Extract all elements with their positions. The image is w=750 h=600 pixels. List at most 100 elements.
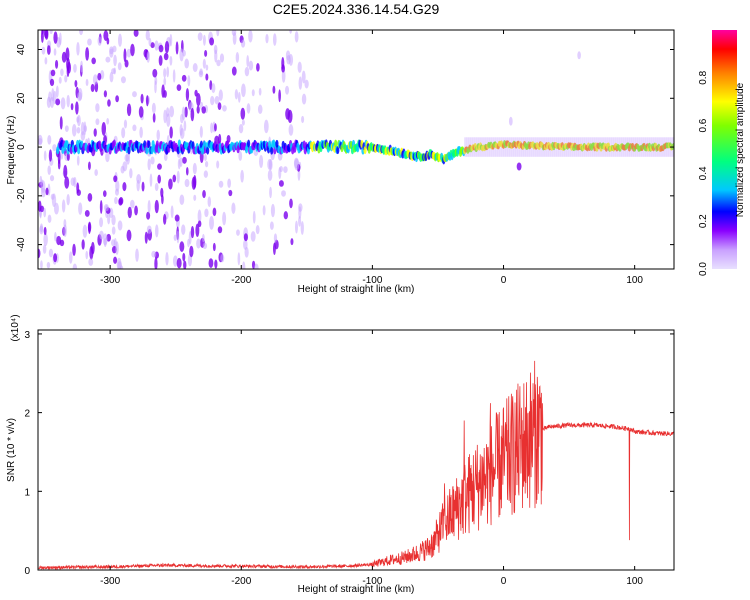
colorbar-tick-label: 0.8	[698, 70, 709, 84]
spectrogram-noise-dot	[152, 113, 156, 123]
spectrogram-noise-dot	[267, 169, 273, 181]
spectrogram-noise-dot	[163, 213, 167, 225]
spectrogram-noise-dot	[214, 123, 217, 132]
spectrogram-noise-dot	[176, 170, 180, 184]
spectrogram-ridge-dot	[334, 139, 338, 148]
spectrogram-noise-dot	[76, 41, 80, 56]
spectrogram-band-halo	[582, 137, 585, 157]
spectrogram-noise-dot	[185, 166, 189, 176]
spectrogram-noise-dot	[163, 109, 167, 124]
spectrogram-noise-dot	[259, 154, 264, 169]
spectrogram-noise-dot	[248, 60, 254, 71]
colorbar-tick-label: 0.4	[698, 166, 709, 180]
spectrogram-noise-dot	[272, 85, 276, 94]
spectrogram-band-halo	[617, 137, 620, 157]
spectrogram-noise-dot	[185, 88, 190, 102]
spectrogram-noise-dot	[88, 258, 94, 266]
spectrogram-noise-dot	[82, 224, 88, 238]
spectrogram-noise-dot	[163, 90, 167, 98]
spectrogram-noise-dot	[105, 151, 110, 163]
spectrogram-noise-dot	[113, 54, 117, 67]
spectrogram-ridge-dot	[336, 146, 340, 155]
spectrogram-noise-dot	[298, 206, 302, 219]
spectrogram-noise-dot	[204, 160, 209, 168]
spectrogram-noise-dot	[176, 84, 182, 92]
spectrogram-noise-dot	[66, 194, 70, 206]
spectrogram-band-halo	[501, 137, 504, 157]
spectrogram-noise-dot	[298, 76, 303, 90]
spectrogram-band-halo	[586, 137, 589, 157]
spectrogram-noise-dot	[197, 209, 202, 224]
spectrogram-noise-dot	[148, 37, 152, 47]
spectrogram-noise-dot	[281, 190, 286, 197]
spectrogram-noise-dot	[150, 156, 155, 165]
spectrogram-band-halo	[603, 137, 607, 157]
spectrogram-noise-dot	[91, 57, 96, 65]
spectrogram-y-tick-label: -20	[16, 188, 27, 203]
spectrogram-noise-dot	[44, 30, 49, 40]
spectrogram-noise-dot	[189, 245, 194, 258]
spectrogram-noise-dot	[113, 256, 118, 264]
spectrogram-noise-dot	[130, 43, 135, 57]
spectrogram-noise-dot	[66, 94, 70, 108]
spectrogram-band-halo	[653, 137, 656, 157]
snr-y-tick-label: 3	[24, 330, 30, 341]
spectrogram-noise-dot	[59, 239, 65, 247]
spectrogram-noise-dot	[113, 67, 117, 75]
spectrogram-ridge-dot	[112, 139, 116, 148]
spectrogram-noise-dot	[242, 261, 246, 269]
spectrogram-x-tick-label: 0	[501, 275, 507, 286]
spectrogram-ridge-dot	[363, 146, 367, 155]
spectrogram-band-halo	[560, 137, 563, 157]
spectrogram-noise-dot	[90, 83, 95, 93]
spectrogram-noise-dot	[175, 41, 179, 55]
spectrogram-noise-dot	[240, 107, 246, 120]
spectrogram-noise-dot	[217, 226, 223, 234]
spectrogram-noise-dot	[146, 53, 150, 63]
spectrogram-noise-dot	[204, 208, 209, 218]
spectrogram-noise-dot	[48, 91, 52, 103]
spectrogram-noise-dot	[73, 176, 77, 188]
spectrogram-noise-dot	[300, 221, 304, 235]
spectrogram-ridge-dot	[127, 146, 131, 155]
spectrogram-y-tick-label: -40	[16, 237, 27, 252]
spectrogram-band-halo	[666, 137, 669, 157]
spectrogram-noise-dot	[147, 200, 151, 214]
snr-x-tick-label: -100	[362, 576, 382, 587]
spectrogram-noise-dot	[257, 104, 263, 115]
spectrogram-noise-dot	[184, 178, 190, 188]
spectrogram-noise-dot	[238, 151, 243, 161]
spectrogram-band-halo	[505, 137, 508, 157]
spectrogram-band-halo	[631, 137, 634, 157]
spectrogram-band-halo	[584, 137, 587, 157]
spectrogram-noise-dot	[154, 257, 158, 269]
spectrogram-noise-dot	[63, 224, 67, 237]
spectrogram-ridge-dot	[270, 146, 274, 155]
spectrogram-band-halo	[544, 137, 548, 157]
spectrogram-noise-dot	[290, 238, 294, 246]
spectrogram-noise-dot	[48, 248, 54, 258]
spectrogram-band-halo	[491, 137, 494, 157]
spectrogram-noise-dot	[77, 91, 83, 102]
spectrogram-noise-dot	[53, 253, 58, 263]
spectrogram-band-halo	[595, 137, 599, 157]
spectrogram-noise-dot	[283, 211, 289, 220]
spectrogram-noise-dot	[145, 30, 150, 41]
spectrogram-band-halo	[525, 137, 528, 157]
spectrogram-band-halo	[542, 137, 546, 157]
spectrogram-noise-dot	[93, 128, 97, 137]
spectrogram-noise-dot	[301, 93, 307, 105]
spectrogram-noise-dot	[139, 126, 143, 139]
spectrogram-noise-dot	[57, 150, 61, 164]
spectrogram-noise-dot	[209, 37, 215, 46]
spectrogram-band-halo	[546, 137, 549, 157]
spectrogram-band-halo	[470, 137, 473, 157]
spectrogram-band-halo	[464, 137, 467, 157]
spectrogram-noise-dot	[134, 205, 138, 216]
spectrogram-noise-dot	[58, 76, 62, 84]
spectrogram-band-halo	[623, 137, 626, 157]
colorbar-tick-label: 0.0	[698, 262, 709, 276]
spectrogram-noise-dot	[55, 98, 61, 106]
spectrogram-noise-dot	[103, 30, 109, 41]
spectrogram-band-halo	[570, 137, 573, 157]
